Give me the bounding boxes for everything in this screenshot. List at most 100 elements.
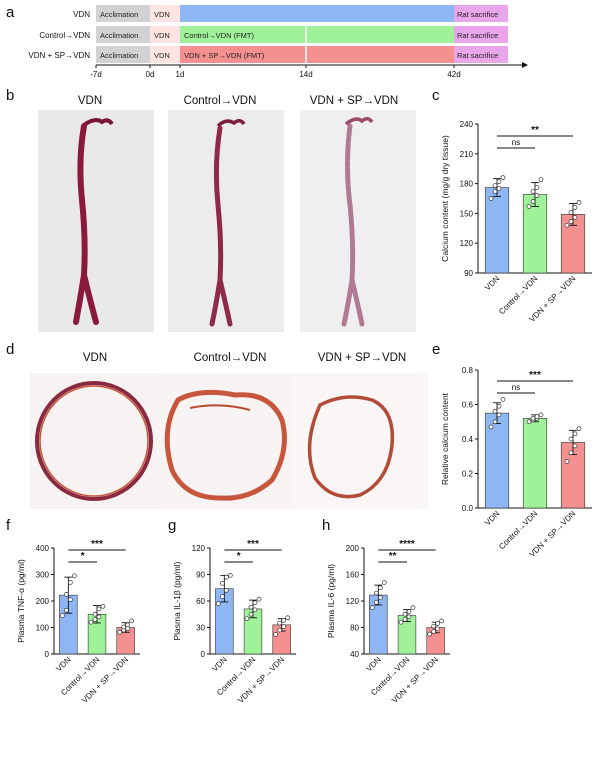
significance-label: ns (512, 383, 520, 392)
data-point (526, 419, 532, 425)
panel-letter-f: f (6, 517, 11, 534)
aorta-image-sp (300, 110, 416, 332)
x-tick-label-vdn: VDN (54, 655, 72, 673)
y-tick-label: 0.8 (462, 366, 474, 375)
data-point (121, 624, 127, 630)
timeline-sacrifice-text: Rat sacrifice (457, 10, 498, 19)
data-point (219, 594, 225, 599)
data-point (248, 611, 254, 617)
y-tick-label: 0 (45, 650, 50, 659)
data-point (492, 189, 498, 194)
y-tick-label: 0.4 (462, 435, 474, 444)
data-point (568, 436, 574, 442)
x-tick-label-control: Control→VDN (497, 274, 539, 316)
significance-label: *** (529, 370, 541, 381)
aorta-image-vdn (38, 110, 154, 332)
significance-label: *** (91, 539, 103, 550)
data-point (431, 629, 437, 634)
y-tick-label: 160 (346, 571, 360, 580)
data-point (92, 611, 98, 617)
y-axis-label: Plasma IL-6 (pg/ml) (326, 564, 336, 638)
timeline-arrow-icon (522, 62, 528, 68)
panel-letter-a: a (6, 4, 15, 21)
significance-label: ns (512, 138, 520, 147)
data-point (117, 629, 123, 635)
data-point (256, 596, 262, 602)
data-point (488, 424, 494, 430)
section-image-control (160, 373, 293, 509)
y-tick-label: 300 (36, 571, 50, 580)
data-point (100, 603, 106, 609)
data-point (377, 595, 383, 601)
timeline-sacrifice-box (454, 5, 508, 22)
b-title-sp: VDN + SP→VDN (310, 95, 399, 107)
y-tick-label: 100 (36, 624, 50, 633)
data-point (410, 605, 416, 610)
data-point (281, 618, 287, 623)
data-point (492, 409, 498, 414)
timeline-tick-label: 42d (447, 70, 460, 79)
chart-c: 90 120 150 180 210 240 Calcium content (mg/g d… (440, 120, 592, 324)
data-point (88, 619, 94, 625)
panel-letter-d: d (6, 341, 14, 358)
y-tick-label: 0 (201, 650, 206, 659)
data-point (244, 616, 250, 622)
timeline: VDN Acclimation VDN Rat sacrifice Control→VD… (28, 5, 528, 79)
timeline-tick-label: 0d (146, 70, 155, 79)
y-tick-label: 120 (346, 597, 360, 606)
timeline-sacrifice-box (454, 26, 508, 43)
significance-label: * (81, 551, 85, 562)
data-point (492, 183, 498, 188)
y-tick-label: 90 (464, 269, 473, 278)
bar-control (522, 417, 548, 509)
data-point (281, 624, 287, 629)
timeline-vdn-text: VDN (154, 31, 170, 40)
data-point (576, 200, 582, 205)
data-point (526, 204, 532, 209)
data-point (496, 403, 502, 409)
data-point (398, 619, 404, 625)
data-point (568, 210, 574, 215)
timeline-sacrifice-text: Rat sacrifice (457, 31, 498, 40)
data-point (572, 443, 578, 449)
data-point (277, 620, 283, 626)
timeline-tick-label: 1d (176, 70, 185, 79)
y-tick-label: 0.6 (462, 401, 474, 410)
y-axis-label: Plasma IL-1β (pg/ml) (172, 561, 182, 640)
chart-e: 0.0 0.2 0.4 0.6 0.8 Relative calcium content V… (440, 366, 592, 559)
bar-vdn (484, 187, 510, 274)
timeline-row-label: VDN (73, 10, 90, 19)
data-point (248, 604, 254, 610)
data-point (572, 205, 578, 210)
aorta-image-control (168, 110, 284, 332)
data-point (402, 611, 408, 617)
y-axis-label: Relative calcium content (440, 392, 450, 485)
data-point (223, 574, 229, 580)
data-point (534, 414, 540, 419)
data-point (496, 186, 502, 191)
data-point (431, 623, 437, 629)
d-title-vdn: VDN (83, 352, 107, 364)
timeline-treatment-box (180, 5, 454, 22)
y-axis-label: Calcium content (mg/g dry tissue) (440, 135, 450, 262)
y-tick-label: 180 (460, 180, 474, 189)
data-point (568, 450, 574, 456)
data-point (63, 607, 69, 613)
panel-letter-e: e (432, 341, 440, 358)
data-point (377, 585, 383, 591)
panel-letter-c: c (432, 87, 440, 104)
data-point (227, 573, 233, 578)
y-tick-label: 120 (192, 544, 206, 553)
data-point (572, 431, 578, 437)
y-tick-label: 120 (460, 239, 474, 248)
data-point (439, 618, 445, 624)
timeline-tick-label: -7d (90, 70, 102, 79)
y-tick-label: 90 (196, 571, 205, 580)
data-point (496, 412, 502, 418)
y-tick-label: 0.2 (462, 470, 474, 479)
data-point (373, 590, 379, 596)
significance-label: * (237, 551, 241, 562)
